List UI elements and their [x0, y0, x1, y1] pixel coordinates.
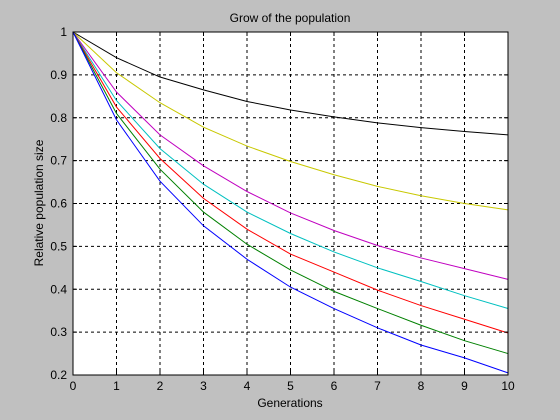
series-line-7: [72, 31, 509, 374]
x-tick-label: 3: [200, 379, 207, 393]
y-tick-label: 0.4: [50, 282, 67, 296]
x-axis-label: Generations: [257, 396, 322, 410]
x-tick-label: 8: [418, 379, 425, 393]
x-tick-label: 1: [113, 379, 120, 393]
axis-ticks: 0 1 2 3 4 5 6 7 8 9 10 0.2 0.3 0.4 0.5 0.6 0.7 0.8 0.9 1: [50, 25, 515, 393]
x-tick-label: 4: [244, 379, 251, 393]
y-tick-label: 0.5: [50, 239, 67, 253]
x-tick-label: 6: [331, 379, 338, 393]
y-tick-label: 0.3: [50, 325, 67, 339]
x-tick-label: 9: [461, 379, 468, 393]
x-tick-label: 2: [157, 379, 164, 393]
y-tick-label: 1: [60, 25, 67, 39]
series-line-2: [72, 31, 509, 211]
y-tick-label: 0.2: [50, 368, 67, 382]
y-tick-label: 0.6: [50, 197, 67, 211]
series-line-5: [72, 31, 509, 334]
x-tick-label: 5: [287, 379, 294, 393]
x-tick-label: 7: [374, 379, 381, 393]
chart-title: Grow of the population: [230, 11, 351, 25]
series-lines: [72, 31, 509, 374]
y-tick-label: 0.9: [50, 68, 67, 82]
x-tick-label: 10: [501, 379, 515, 393]
grid-lines: [73, 32, 508, 375]
y-tick-label: 0.8: [50, 111, 67, 125]
series-line-6: [72, 31, 509, 355]
series-line-1: [72, 31, 509, 136]
series-line-4: [72, 31, 509, 310]
y-tick-label: 0.7: [50, 154, 67, 168]
series-line-3: [72, 31, 509, 280]
x-tick-label: 0: [70, 379, 77, 393]
y-axis-label: Relative population size: [32, 139, 46, 266]
